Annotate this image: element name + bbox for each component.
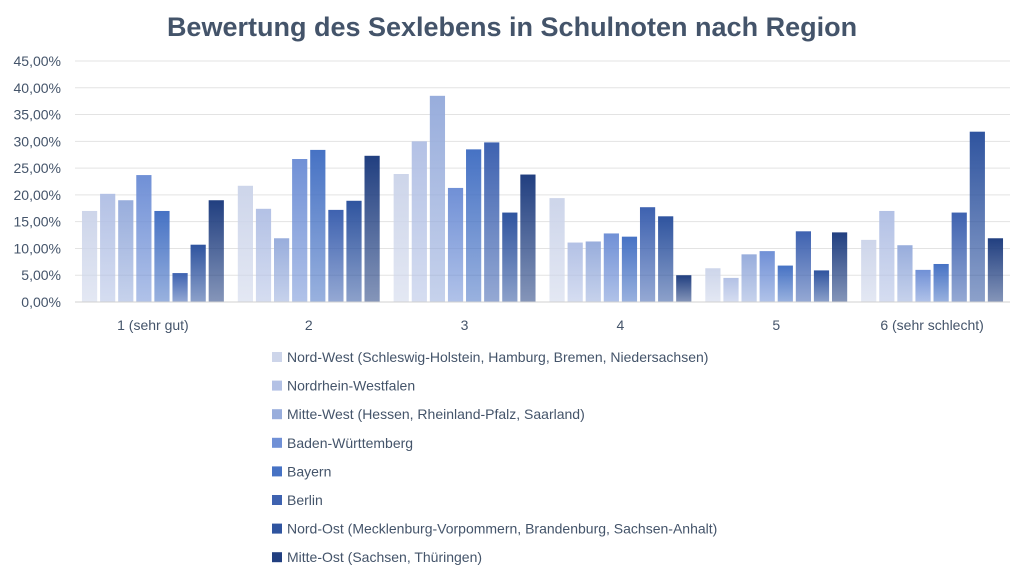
bars: [81, 95, 1004, 302]
x-tick-label: 4: [617, 317, 625, 333]
legend-swatch: [272, 437, 282, 448]
bar-nordrhein-westfalen-3: [411, 141, 427, 302]
bar-mitte-west-hessen-rheinland-pfalz-saarland-4: [585, 241, 601, 302]
bar-mitte-ost-sachsen-thueringen-6-sehr-schlecht: [987, 238, 1004, 302]
gridlines: [75, 60, 1010, 276]
bar-nord-ost-mecklenburg-vorpommern-brandenburg-sachsen-anhalt-4: [658, 216, 674, 302]
bar-mitte-ost-sachsen-thueringen-5: [832, 232, 848, 302]
bar-bayern-4: [621, 236, 638, 302]
bar-mitte-west-hessen-rheinland-pfalz-saarland-1-sehr-gut: [118, 200, 134, 302]
legend: Nord-West (Schleswig-Holstein, Hamburg, …: [272, 349, 717, 565]
legend-label: Nord-West (Schleswig-Holstein, Hamburg, …: [287, 349, 708, 365]
bar-baden-wuerttemberg-6-sehr-schlecht: [915, 269, 931, 302]
bar-mitte-ost-sachsen-thueringen-3: [520, 174, 536, 302]
x-tick-label: 3: [461, 317, 469, 333]
bar-baden-wuerttemberg-1-sehr-gut: [136, 175, 152, 302]
bar-nordrhein-westfalen-5: [723, 277, 739, 302]
bar-mitte-ost-sachsen-thueringen-1-sehr-gut: [208, 200, 224, 302]
bar-nord-ost-mecklenburg-vorpommern-brandenburg-sachsen-anhalt-1-sehr-gut: [190, 244, 206, 302]
bar-mitte-ost-sachsen-thueringen-4: [676, 275, 692, 302]
legend-swatch: [272, 409, 282, 420]
bar-berlin-4: [639, 207, 656, 302]
bar-nord-ost-mecklenburg-vorpommern-brandenburg-sachsen-anhalt-3: [502, 212, 518, 302]
bar-bayern-6-sehr-schlecht: [933, 263, 949, 302]
legend-label: Mitte-Ost (Sachsen, Thüringen): [287, 549, 482, 565]
bar-mitte-west-hessen-rheinland-pfalz-saarland-3: [429, 95, 446, 302]
x-tick-label: 6 (sehr schlecht): [880, 317, 983, 333]
bar-nord-west-schleswig-holstein-hamburg-bremen-niedersachsen-6-sehr-schlecht: [861, 239, 877, 302]
bar-baden-wuerttemberg-3: [447, 187, 464, 302]
legend-item: Nord-Ost (Mecklenburg-Vorpommern, Brande…: [272, 521, 717, 537]
y-tick-label: 25,00%: [14, 160, 61, 176]
legend-label: Nordrhein-Westfalen: [287, 378, 415, 394]
bar-bayern-5: [777, 265, 793, 302]
bar-mitte-ost-sachsen-thueringen-2: [364, 155, 380, 302]
bar-nord-west-schleswig-holstein-hamburg-bremen-niedersachsen-4: [549, 198, 565, 302]
bar-baden-wuerttemberg-5: [759, 251, 775, 302]
bar-baden-wuerttemberg-4: [603, 233, 619, 302]
y-tick-label: 10,00%: [14, 240, 61, 256]
y-tick-label: 0,00%: [21, 294, 61, 310]
x-tick-label: 5: [772, 317, 780, 333]
bar-berlin-5: [795, 231, 811, 302]
y-tick-label: 35,00%: [14, 107, 61, 123]
bar-berlin-6-sehr-schlecht: [951, 212, 967, 302]
bar-berlin-3: [484, 142, 500, 302]
y-tick-label: 40,00%: [14, 80, 61, 96]
legend-swatch: [272, 380, 282, 391]
x-tick-label: 2: [305, 317, 313, 333]
bar-nord-ost-mecklenburg-vorpommern-brandenburg-sachsen-anhalt-5: [813, 270, 830, 302]
y-tick-label: 5,00%: [21, 267, 61, 283]
bar-bayern-2: [310, 149, 326, 302]
legend-item: Mitte-Ost (Sachsen, Thüringen): [272, 549, 482, 565]
legend-label: Baden-Württemberg: [287, 435, 413, 451]
bar-mitte-west-hessen-rheinland-pfalz-saarland-2: [274, 238, 290, 302]
legend-swatch: [272, 523, 282, 534]
legend-label: Nord-Ost (Mecklenburg-Vorpommern, Brande…: [287, 521, 717, 537]
y-tick-label: 30,00%: [14, 133, 61, 149]
bar-nordrhein-westfalen-6-sehr-schlecht: [879, 210, 895, 302]
x-tick-label: 1 (sehr gut): [117, 317, 189, 333]
legend-swatch: [272, 466, 282, 477]
legend-item: Berlin: [272, 492, 323, 508]
bar-nordrhein-westfalen-4: [567, 242, 583, 302]
bar-bayern-1-sehr-gut: [154, 210, 170, 302]
bar-berlin-2: [328, 209, 344, 302]
y-axis-tick-labels: 0,00% 5,00% 10,00% 15,00% 20,00% 25,00% 30,00%…: [14, 53, 61, 310]
bar-berlin-1-sehr-gut: [172, 273, 188, 302]
bar-mitte-west-hessen-rheinland-pfalz-saarland-6-sehr-schlecht: [897, 245, 913, 302]
legend-item: Bayern: [272, 463, 331, 479]
bar-nord-ost-mecklenburg-vorpommern-brandenburg-sachsen-anhalt-2: [346, 200, 362, 302]
y-tick-label: 20,00%: [14, 187, 61, 203]
legend-swatch: [272, 552, 282, 563]
bar-mitte-west-hessen-rheinland-pfalz-saarland-5: [741, 254, 757, 302]
chart-title: Bewertung des Sexlebens in Schulnoten na…: [167, 12, 857, 42]
y-tick-label: 15,00%: [14, 214, 61, 230]
legend-item: Mitte-West (Hessen, Rheinland-Pfalz, Saa…: [272, 406, 585, 422]
legend-swatch: [272, 352, 282, 362]
legend-label: Bayern: [287, 463, 331, 479]
bar-nordrhein-westfalen-2: [255, 208, 272, 302]
bar-nord-west-schleswig-holstein-hamburg-bremen-niedersachsen-1-sehr-gut: [81, 210, 98, 302]
bar-baden-wuerttemberg-2: [292, 159, 308, 302]
bar-nord-west-schleswig-holstein-hamburg-bremen-niedersachsen-3: [393, 174, 409, 302]
bar-nord-west-schleswig-holstein-hamburg-bremen-niedersachsen-5: [705, 268, 721, 302]
legend-item: Nord-West (Schleswig-Holstein, Hamburg, …: [272, 349, 708, 365]
legend-swatch: [272, 495, 282, 505]
legend-item: Baden-Württemberg: [272, 435, 413, 451]
y-tick-label: 45,00%: [14, 53, 61, 69]
legend-label: Mitte-West (Hessen, Rheinland-Pfalz, Saa…: [287, 406, 585, 422]
bar-nordrhein-westfalen-1-sehr-gut: [100, 193, 116, 302]
bar-bayern-3: [466, 149, 482, 302]
legend-label: Berlin: [287, 492, 323, 508]
legend-item: Nordrhein-Westfalen: [272, 378, 415, 394]
bar-nord-ost-mecklenburg-vorpommern-brandenburg-sachsen-anhalt-6-sehr-schlecht: [969, 131, 985, 302]
bar-nord-west-schleswig-holstein-hamburg-bremen-niedersachsen-2: [237, 185, 253, 302]
x-axis-tick-labels: 1 (sehr gut) 2 3 4 5 6 (sehr schlecht): [117, 317, 984, 333]
